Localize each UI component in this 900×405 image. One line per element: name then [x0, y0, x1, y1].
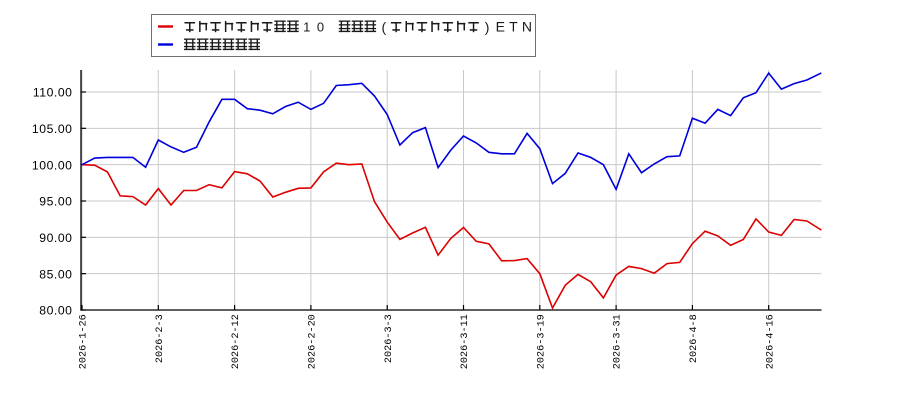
svg-text:10: 10: [303, 20, 331, 35]
svg-text:ETN: ETN: [496, 19, 537, 35]
svg-text:2026-4-8: 2026-4-8: [689, 314, 700, 363]
svg-text:2026-2-20: 2026-2-20: [308, 314, 319, 369]
svg-text:85.00: 85.00: [39, 267, 72, 281]
svg-text:100.00: 100.00: [32, 158, 73, 172]
svg-text:110.00: 110.00: [33, 86, 73, 100]
svg-text:90.00: 90.00: [39, 231, 72, 245]
svg-text:2026-1-26: 2026-1-26: [79, 314, 90, 369]
svg-text:80.00: 80.00: [39, 304, 72, 318]
svg-text:2026-2-3: 2026-2-3: [155, 314, 166, 363]
svg-text:2026-3-31: 2026-3-31: [613, 314, 624, 369]
svg-text:2026-2-12: 2026-2-12: [231, 314, 242, 369]
svg-text:(: (: [382, 19, 387, 35]
svg-text:105.00: 105.00: [32, 122, 73, 136]
svg-text:2026-4-16: 2026-4-16: [765, 314, 776, 369]
svg-text:2026-3-19: 2026-3-19: [536, 314, 547, 369]
svg-text:2026-3-3: 2026-3-3: [384, 314, 395, 363]
svg-text:2026-3-11: 2026-3-11: [460, 314, 471, 369]
svg-text:95.00: 95.00: [39, 195, 72, 209]
svg-text:): ): [485, 19, 490, 35]
